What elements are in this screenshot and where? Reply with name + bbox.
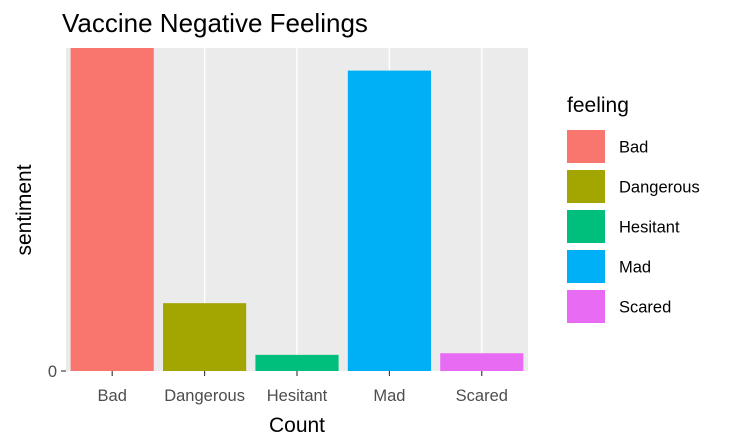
x-axis-ticks: Bad Dangerous Hesitant Mad Scared: [98, 371, 508, 405]
x-tick-label-bad: Bad: [98, 387, 127, 405]
x-tick-label-dangerous: Dangerous: [164, 387, 245, 405]
legend-key-hesitant: [567, 210, 605, 243]
legend-key-mad: [567, 250, 605, 283]
legend: feeling Bad Dangerous Hesitant Mad Scared: [567, 94, 700, 323]
legend-items: Bad Dangerous Hesitant Mad Scared: [567, 130, 700, 323]
bar-mad: [347, 70, 431, 372]
legend-key-dangerous: [567, 170, 605, 203]
x-tick-label-scared: Scared: [456, 387, 508, 405]
legend-label-hesitant: Hesitant: [619, 219, 680, 237]
legend-key-bad: [567, 130, 605, 163]
x-axis-title: Count: [269, 414, 325, 437]
y-axis-title: sentiment: [13, 164, 36, 255]
legend-label-dangerous: Dangerous: [619, 179, 700, 197]
chart-title: Vaccine Negative Feelings: [62, 8, 368, 38]
legend-label-scared: Scared: [619, 299, 671, 317]
legend-label-bad: Bad: [619, 139, 648, 157]
legend-title: feeling: [567, 94, 629, 117]
x-tick-label-hesitant: Hesitant: [267, 387, 328, 405]
x-tick-label-mad: Mad: [373, 387, 405, 405]
y-tick-label-0: 0: [48, 363, 57, 381]
bar-hesitant: [255, 354, 339, 371]
legend-key-scared: [567, 290, 605, 323]
y-axis-ticks: 0: [48, 363, 66, 381]
bar-bad: [70, 48, 154, 371]
bar-dangerous: [163, 303, 247, 371]
legend-label-mad: Mad: [619, 259, 651, 277]
bar-scared: [440, 353, 524, 371]
bars: [70, 48, 524, 372]
